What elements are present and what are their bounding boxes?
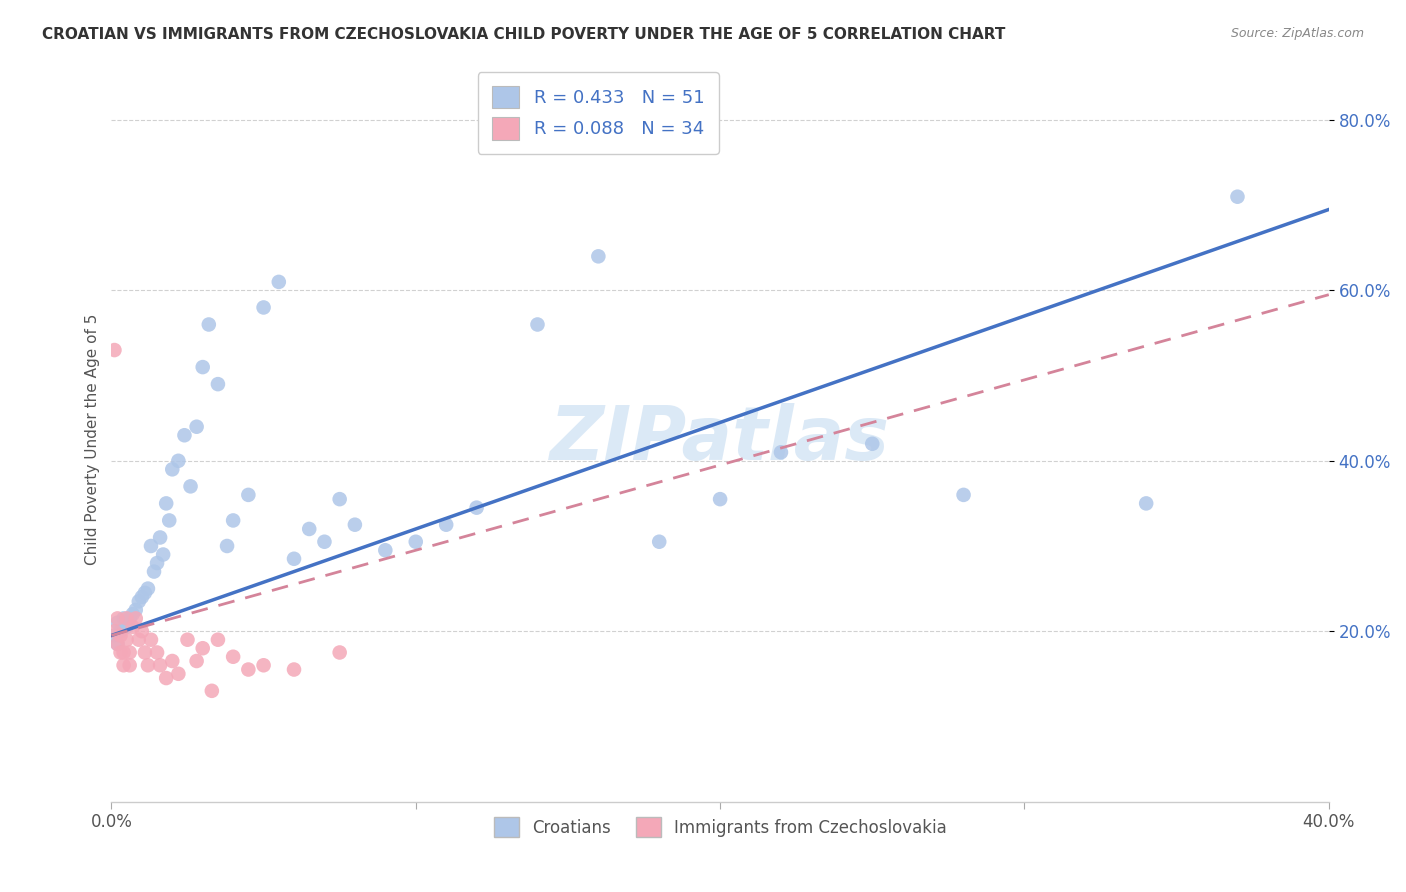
Point: [118, 658, 141, 673]
Point: [162, 462, 184, 476]
Point: [128, 632, 150, 647]
Point: [107, 637, 129, 651]
Point: [648, 534, 671, 549]
Point: [118, 645, 141, 659]
Point: [191, 360, 214, 375]
Point: [110, 624, 132, 639]
Point: [434, 517, 457, 532]
Point: [128, 594, 150, 608]
Point: [167, 666, 190, 681]
Point: [176, 632, 198, 647]
Point: [136, 658, 159, 673]
Point: [186, 419, 208, 434]
Point: [112, 611, 135, 625]
Point: [155, 496, 177, 510]
Point: [118, 611, 141, 625]
Point: [222, 649, 245, 664]
Point: [121, 620, 143, 634]
Point: [112, 645, 135, 659]
Point: [152, 548, 174, 562]
Point: [125, 603, 148, 617]
Point: [146, 556, 169, 570]
Point: [115, 620, 138, 634]
Point: [107, 637, 129, 651]
Point: [125, 611, 148, 625]
Point: [139, 632, 162, 647]
Point: [134, 645, 156, 659]
Y-axis label: Child Poverty Under the Age of 5: Child Poverty Under the Age of 5: [86, 314, 100, 566]
Point: [103, 343, 125, 357]
Point: [115, 632, 138, 647]
Point: [405, 534, 427, 549]
Point: [157, 513, 180, 527]
Text: CROATIAN VS IMMIGRANTS FROM CZECHOSLOVAKIA CHILD POVERTY UNDER THE AGE OF 5 CORR: CROATIAN VS IMMIGRANTS FROM CZECHOSLOVAK…: [42, 27, 1005, 42]
Point: [131, 590, 153, 604]
Point: [252, 658, 274, 673]
Point: [186, 654, 208, 668]
Point: [283, 663, 305, 677]
Point: [238, 488, 260, 502]
Point: [107, 615, 129, 630]
Point: [131, 624, 153, 639]
Point: [1135, 496, 1157, 510]
Point: [146, 645, 169, 659]
Point: [222, 513, 245, 527]
Point: [136, 582, 159, 596]
Point: [314, 534, 336, 549]
Point: [329, 492, 352, 507]
Point: [155, 671, 177, 685]
Point: [149, 531, 172, 545]
Point: [143, 565, 166, 579]
Point: [107, 611, 129, 625]
Point: [167, 454, 190, 468]
Point: [343, 517, 366, 532]
Point: [526, 318, 548, 332]
Point: [860, 436, 883, 450]
Point: [162, 654, 184, 668]
Point: [298, 522, 321, 536]
Point: [329, 645, 352, 659]
Point: [238, 663, 260, 677]
Point: [149, 658, 172, 673]
Point: [103, 628, 125, 642]
Point: [121, 607, 143, 622]
Point: [103, 624, 125, 639]
Point: [1226, 190, 1249, 204]
Point: [374, 543, 396, 558]
Point: [207, 377, 229, 392]
Point: [215, 539, 238, 553]
Point: [110, 628, 132, 642]
Point: [588, 249, 610, 263]
Point: [267, 275, 290, 289]
Point: [465, 500, 488, 515]
Point: [952, 488, 974, 502]
Point: [201, 683, 224, 698]
Point: [115, 611, 138, 625]
Point: [198, 318, 221, 332]
Point: [709, 492, 731, 507]
Point: [110, 645, 132, 659]
Point: [283, 551, 305, 566]
Point: [207, 632, 229, 647]
Point: [112, 658, 135, 673]
Point: [252, 301, 274, 315]
Point: [173, 428, 195, 442]
Text: Source: ZipAtlas.com: Source: ZipAtlas.com: [1230, 27, 1364, 40]
Point: [139, 539, 162, 553]
Point: [134, 586, 156, 600]
Text: ZIPatlas: ZIPatlas: [550, 403, 890, 476]
Point: [769, 445, 792, 459]
Point: [191, 641, 214, 656]
Legend: Croatians, Immigrants from Czechoslovakia: Croatians, Immigrants from Czechoslovaki…: [486, 810, 953, 844]
Point: [180, 479, 202, 493]
